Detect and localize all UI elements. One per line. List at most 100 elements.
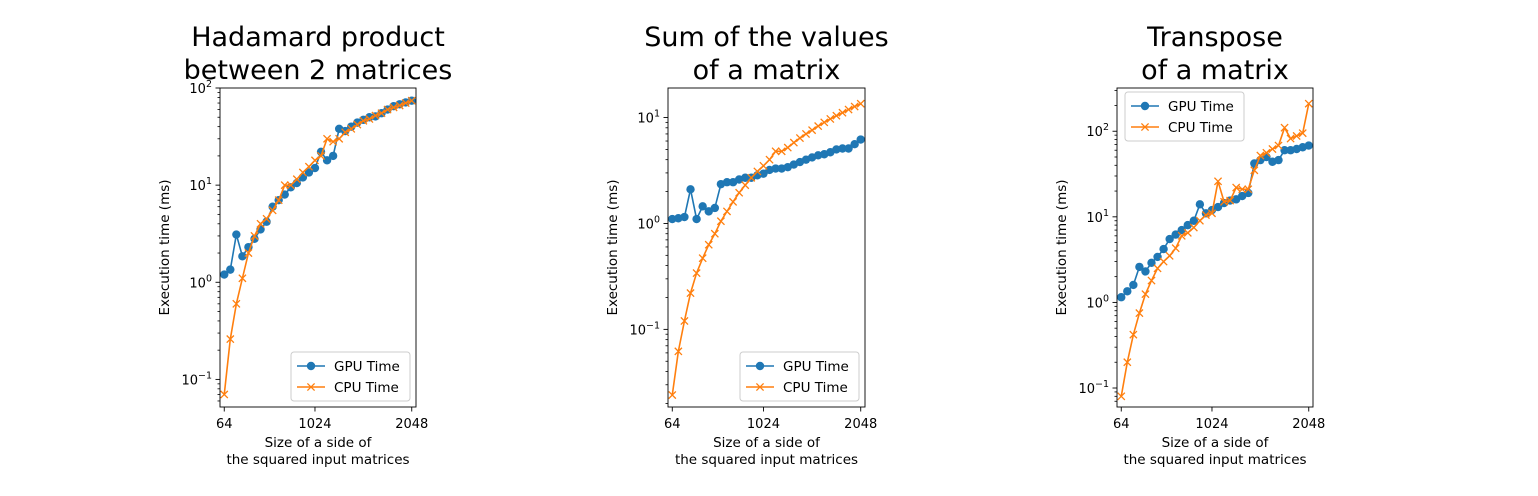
data-point [268,206,277,215]
x-tick-label: 64 [1113,417,1130,432]
data-point [1256,151,1265,160]
data-point [735,188,744,197]
y-tick-label: 100 [189,273,212,291]
x-tick-label: 1024 [747,417,780,432]
data-point [1195,200,1205,209]
data-point [256,219,265,228]
data-point [232,299,241,308]
data-point [795,133,804,143]
data-point [838,108,847,117]
data-point [1274,155,1283,165]
data-point [1226,196,1235,205]
x-axis-label-line-2: the squared input matrices [1123,452,1306,468]
data-point [383,105,392,114]
data-point [1304,99,1313,108]
data-point [328,151,338,161]
data-point [1171,244,1180,253]
legend-label: CPU Time [334,380,399,396]
y-tick-exponent: 2 [206,79,212,90]
y-tick-label: 101 [1086,208,1109,226]
y-tick-label: 100 [1086,293,1109,311]
y-tick-exponent: 0 [654,214,660,225]
data-point [401,98,410,108]
data-point [771,164,780,173]
data-point [1268,144,1277,154]
data-point [1153,264,1162,273]
data-point [722,178,732,187]
y-tick-exponent: −1 [198,370,212,381]
y-tick-base: 10 [1086,296,1103,311]
series-line [1120,144,1309,298]
data-point [777,147,786,156]
data-point [704,240,713,249]
data-point [304,168,314,177]
data-point [1189,223,1198,232]
data-point [1165,234,1174,244]
legend: GPU Time CPU Time [739,351,860,402]
y-tick-label: 10−1 [181,370,212,388]
data-point [1177,231,1186,240]
data-point [729,197,738,206]
data-point [226,335,235,344]
data-point [741,181,750,190]
y-tick-label: 10−1 [629,320,660,338]
y-tick-base: 10 [637,112,654,127]
x-tick-label: 1024 [1195,417,1228,432]
x-tick-label: 64 [216,417,233,432]
data-point [850,139,859,149]
plot-frame [219,87,417,408]
y-tick-exponent: 1 [1103,208,1109,219]
data-point [232,230,241,239]
data-point [1280,123,1289,132]
legend-marker [755,361,765,371]
y-tick-label: 101 [637,109,660,127]
data-point [1220,197,1229,206]
data-point [710,229,719,238]
data-point [274,196,283,205]
data-point [1147,276,1156,285]
x-axis-label-line-1: Size of a side of [713,435,821,451]
legend-label: CPU Time [1168,120,1233,136]
data-point [1298,129,1307,138]
data-point [1141,267,1150,276]
y-tick-base: 10 [1086,125,1103,140]
y-tick-base: 10 [637,217,654,232]
data-point [838,144,847,153]
data-point [244,248,253,258]
y-tick-base: 10 [629,323,646,338]
data-point [1165,251,1174,260]
data-point [365,114,374,124]
data-point [1141,290,1150,299]
data-point [250,231,259,240]
y-tick-base: 10 [189,82,206,97]
data-point [220,270,229,279]
data-point [722,207,732,216]
data-point [1244,185,1253,194]
data-point [698,202,707,211]
data-point [1262,148,1271,157]
y-tick-exponent: −1 [1095,379,1109,390]
x-axis-label-line-1: Size of a side of [265,435,373,451]
data-point [1232,183,1241,192]
y-tick-exponent: 2 [1103,122,1109,133]
legend-marker [306,382,316,392]
series-gpu [1117,141,1313,302]
data-point [292,175,301,184]
legend-box [290,351,411,402]
data-point [238,274,247,283]
y-axis-label: Execution time (ms) [1054,179,1070,315]
y-tick-exponent: 1 [654,109,660,120]
data-point [262,214,271,223]
data-point [820,118,829,127]
data-point [316,151,326,160]
data-point [759,161,768,170]
data-point [1189,216,1199,225]
data-point [850,102,859,111]
y-tick-base: 10 [189,179,206,194]
data-point [680,316,689,326]
data-point [808,126,817,135]
x-axis-label-line-2: the squared input matrices [675,452,858,468]
data-point [716,217,725,226]
data-point [856,135,865,144]
